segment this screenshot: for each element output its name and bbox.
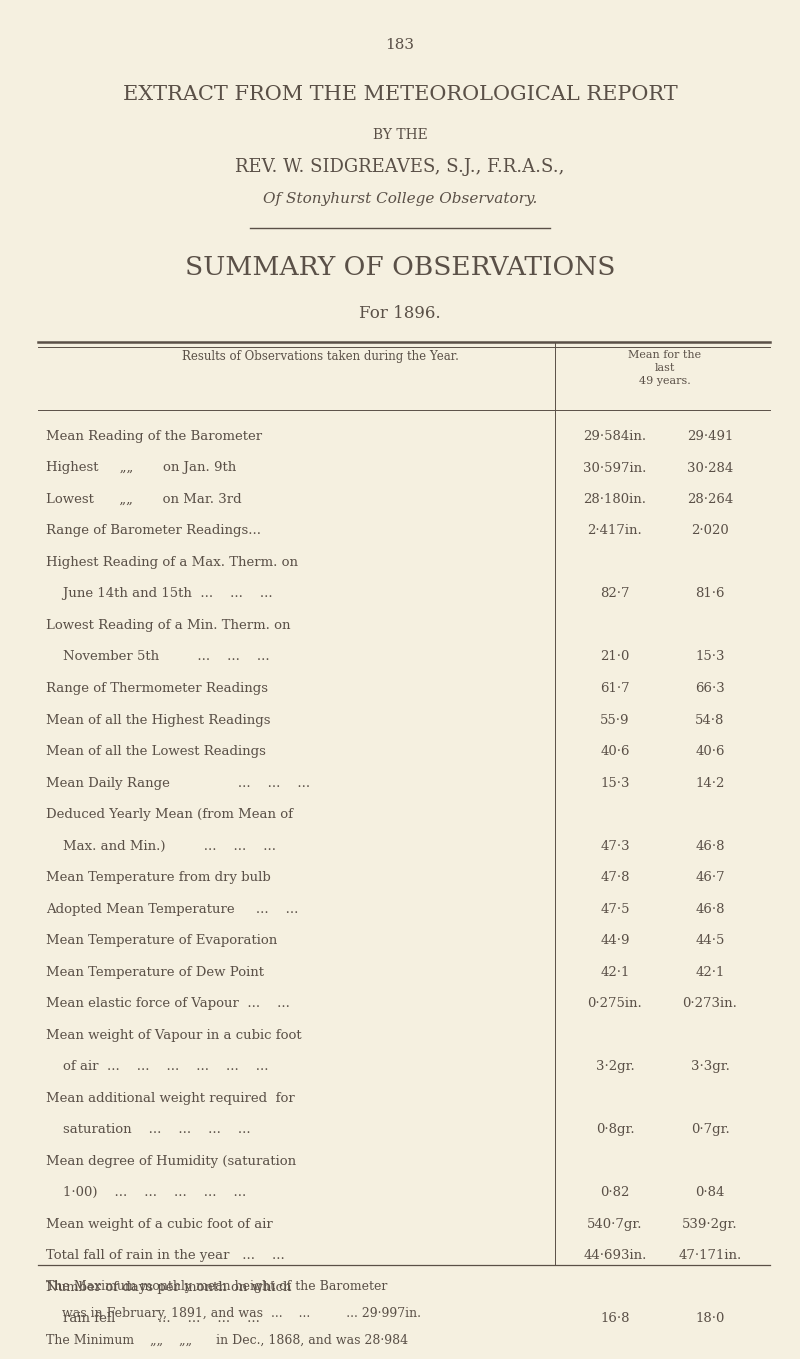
Text: 30·284: 30·284 (687, 462, 733, 474)
Text: 42·1: 42·1 (600, 965, 630, 978)
Text: 42·1: 42·1 (695, 965, 725, 978)
Text: 40·6: 40·6 (695, 745, 725, 758)
Text: Number of days per month on which: Number of days per month on which (46, 1280, 291, 1294)
Text: 29·584in.: 29·584in. (583, 429, 646, 443)
Text: Highest Reading of a Max. Therm. on: Highest Reading of a Max. Therm. on (46, 556, 298, 569)
Text: 44·5: 44·5 (695, 934, 725, 947)
Text: Mean additional weight required  for: Mean additional weight required for (46, 1091, 294, 1105)
Text: Mean weight of a cubic foot of air: Mean weight of a cubic foot of air (46, 1218, 273, 1230)
Text: Lowest Reading of a Min. Therm. on: Lowest Reading of a Min. Therm. on (46, 618, 290, 632)
Text: 540·7gr.: 540·7gr. (587, 1218, 642, 1230)
Text: 54·8: 54·8 (695, 713, 725, 727)
Text: EXTRACT FROM THE METEOROLOGICAL REPORT: EXTRACT FROM THE METEOROLOGICAL REPORT (122, 86, 678, 105)
Text: Highest     „„       on Jan. 9th: Highest „„ on Jan. 9th (46, 462, 236, 474)
Text: 81·6: 81·6 (695, 587, 725, 601)
Text: 47·5: 47·5 (600, 902, 630, 916)
Text: Lowest      „„       on Mar. 3rd: Lowest „„ on Mar. 3rd (46, 493, 242, 506)
Text: SUMMARY OF OBSERVATIONS: SUMMARY OF OBSERVATIONS (185, 255, 615, 280)
Text: Mean degree of Humidity (saturation: Mean degree of Humidity (saturation (46, 1155, 296, 1167)
Text: 15·3: 15·3 (695, 651, 725, 663)
Text: 18·0: 18·0 (695, 1311, 725, 1325)
Text: 2·020: 2·020 (691, 525, 729, 538)
Text: Total fall of rain in the year   ...    ...: Total fall of rain in the year ... ... (46, 1249, 285, 1263)
Text: 28·264: 28·264 (687, 493, 733, 506)
Text: rain fell          ...    ...    ...    ...: rain fell ... ... ... ... (46, 1311, 260, 1325)
Text: 3·2gr.: 3·2gr. (596, 1060, 634, 1074)
Text: Range of Thermometer Readings: Range of Thermometer Readings (46, 682, 268, 694)
Text: REV. W. SIDGREAVES, S.J., F.R.A.S.,: REV. W. SIDGREAVES, S.J., F.R.A.S., (235, 158, 565, 177)
Text: The Minimum    „„    „„      in Dec., 1868, and was 28·984: The Minimum „„ „„ in Dec., 1868, and was… (46, 1335, 408, 1347)
Text: Mean of all the Lowest Readings: Mean of all the Lowest Readings (46, 745, 266, 758)
Text: 55·9: 55·9 (600, 713, 630, 727)
Text: 0·8gr.: 0·8gr. (596, 1123, 634, 1136)
Text: Adopted Mean Temperature     ...    ...: Adopted Mean Temperature ... ... (46, 902, 298, 916)
Text: 29·491: 29·491 (687, 429, 733, 443)
Text: Of Stonyhurst College Observatory.: Of Stonyhurst College Observatory. (263, 192, 537, 207)
Text: Max. and Min.)         ...    ...    ...: Max. and Min.) ... ... ... (46, 840, 276, 852)
Text: saturation    ...    ...    ...    ...: saturation ... ... ... ... (46, 1123, 250, 1136)
Text: Mean elastic force of Vapour  ...    ...: Mean elastic force of Vapour ... ... (46, 998, 290, 1010)
Text: 183: 183 (386, 38, 414, 52)
Text: Mean Daily Range                ...    ...    ...: Mean Daily Range ... ... ... (46, 776, 310, 790)
Text: Range of Barometer Readings...: Range of Barometer Readings... (46, 525, 261, 538)
Text: 61·7: 61·7 (600, 682, 630, 694)
Text: 46·8: 46·8 (695, 840, 725, 852)
Text: 66·3: 66·3 (695, 682, 725, 694)
Text: 539·2gr.: 539·2gr. (682, 1218, 738, 1230)
Text: 16·8: 16·8 (600, 1311, 630, 1325)
Text: Deduced Yearly Mean (from Mean of: Deduced Yearly Mean (from Mean of (46, 809, 293, 821)
Text: 82·7: 82·7 (600, 587, 630, 601)
Text: 47·3: 47·3 (600, 840, 630, 852)
Text: 47·8: 47·8 (600, 871, 630, 883)
Text: 30·597in.: 30·597in. (583, 462, 646, 474)
Text: Mean Reading of the Barometer: Mean Reading of the Barometer (46, 429, 262, 443)
Text: 3·3gr.: 3·3gr. (690, 1060, 730, 1074)
Text: 0·273in.: 0·273in. (682, 998, 738, 1010)
Text: 1·00)    ...    ...    ...    ...    ...: 1·00) ... ... ... ... ... (46, 1186, 246, 1199)
Text: June 14th and 15th  ...    ...    ...: June 14th and 15th ... ... ... (46, 587, 273, 601)
Text: Mean weight of Vapour in a cubic foot: Mean weight of Vapour in a cubic foot (46, 1029, 302, 1041)
Text: Mean of all the Highest Readings: Mean of all the Highest Readings (46, 713, 270, 727)
Text: 2·417in.: 2·417in. (588, 525, 642, 538)
Text: Mean Temperature of Dew Point: Mean Temperature of Dew Point (46, 965, 264, 978)
Text: 44·693in.: 44·693in. (583, 1249, 646, 1263)
Text: Mean for the
last
49 years.: Mean for the last 49 years. (629, 351, 702, 386)
Text: Results of Observations taken during the Year.: Results of Observations taken during the… (182, 351, 458, 363)
Text: 28·180in.: 28·180in. (583, 493, 646, 506)
Text: 15·3: 15·3 (600, 776, 630, 790)
Text: 0·275in.: 0·275in. (588, 998, 642, 1010)
Text: 21·0: 21·0 (600, 651, 630, 663)
Text: November 5th         ...    ...    ...: November 5th ... ... ... (46, 651, 270, 663)
Text: BY THE: BY THE (373, 128, 427, 141)
Text: 40·6: 40·6 (600, 745, 630, 758)
Text: 47·171in.: 47·171in. (678, 1249, 742, 1263)
Text: Mean Temperature from dry bulb: Mean Temperature from dry bulb (46, 871, 270, 883)
Text: of air  ...    ...    ...    ...    ...    ...: of air ... ... ... ... ... ... (46, 1060, 269, 1074)
Text: 46·7: 46·7 (695, 871, 725, 883)
Text: 46·8: 46·8 (695, 902, 725, 916)
Text: The Maximum monthly mean height of the Barometer: The Maximum monthly mean height of the B… (46, 1280, 387, 1292)
Text: For 1896.: For 1896. (359, 304, 441, 322)
Text: 0·84: 0·84 (695, 1186, 725, 1199)
Text: was in February, 1891, and was  ...    ...         ... 29·997in.: was in February, 1891, and was ... ... .… (46, 1307, 421, 1320)
Text: 0·7gr.: 0·7gr. (690, 1123, 730, 1136)
Text: 14·2: 14·2 (695, 776, 725, 790)
Text: Mean Temperature of Evaporation: Mean Temperature of Evaporation (46, 934, 278, 947)
Text: 44·9: 44·9 (600, 934, 630, 947)
Text: 0·82: 0·82 (600, 1186, 630, 1199)
